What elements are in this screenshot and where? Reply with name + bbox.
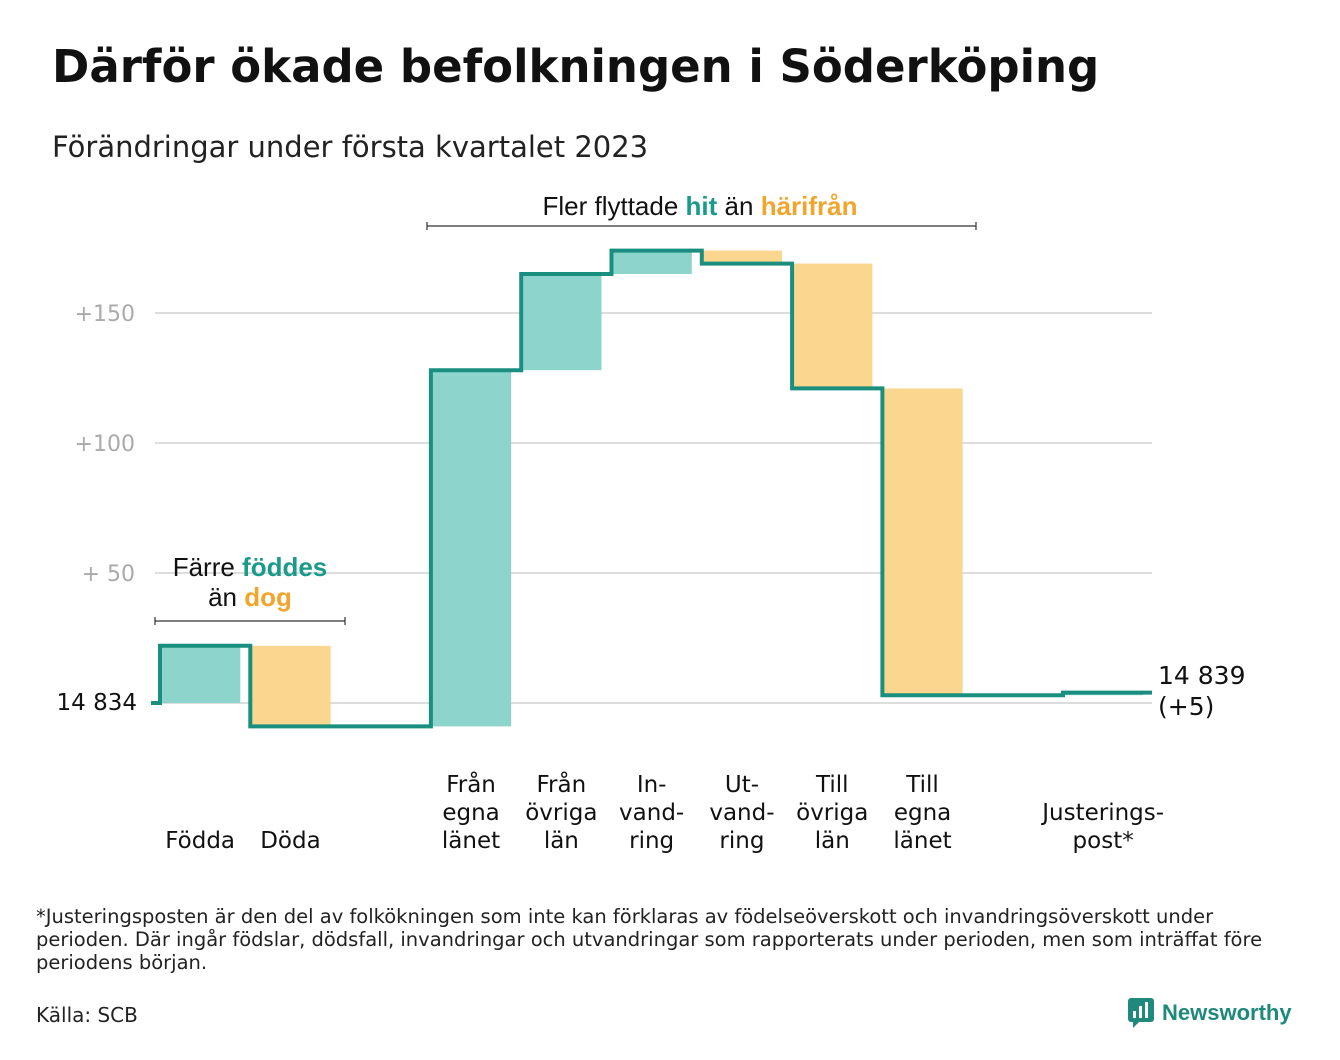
x-category-label-line: Till bbox=[905, 772, 939, 798]
births-annotation-line2: än bbox=[208, 582, 244, 612]
migration-annotation: Fler flyttade hit än härifrån bbox=[426, 191, 977, 230]
footnote: *Justeringsposten är den del av folkökni… bbox=[36, 905, 1263, 974]
y-tick-label: +150 bbox=[75, 302, 135, 327]
y-tick-label: + 50 bbox=[82, 562, 135, 587]
births-annotation-prefix: Färre bbox=[173, 552, 242, 582]
source-label: Källa: SCB bbox=[36, 1003, 138, 1027]
x-category-label: Till övriga län bbox=[796, 772, 868, 854]
y-axis-ticks: + 50 +100 +150 bbox=[75, 302, 135, 587]
migration-annotation-prefix: Fler flyttade bbox=[542, 191, 685, 221]
x-category-label: Till egna länet bbox=[893, 772, 951, 854]
increase-bar bbox=[611, 250, 692, 274]
decrease-bar bbox=[250, 645, 331, 727]
x-category-label: Födda bbox=[165, 828, 235, 854]
svg-text:än dog: än dog bbox=[208, 582, 292, 612]
x-category-label-line: vand- bbox=[619, 800, 684, 826]
increase-bar bbox=[160, 645, 241, 703]
brand-name: Newsworthy bbox=[1162, 1000, 1292, 1025]
increase-bar bbox=[521, 274, 602, 371]
end-change-label: (+5) bbox=[1158, 692, 1214, 721]
x-category-label-line: Till bbox=[815, 772, 849, 798]
x-category-label-line: In- bbox=[637, 772, 667, 798]
x-category-label-line: övriga bbox=[796, 800, 868, 826]
start-value-label: 14 834 bbox=[57, 690, 137, 716]
bars bbox=[160, 250, 1144, 727]
migration-annotation-middle: än bbox=[717, 191, 760, 221]
x-category-label-line: egna bbox=[894, 800, 951, 826]
end-value-label: 14 839 bbox=[1158, 661, 1245, 690]
births-annotation-orange: dog bbox=[244, 582, 292, 612]
x-category-label-line: ring bbox=[629, 828, 674, 854]
x-category-label-line: egna bbox=[442, 800, 499, 826]
decrease-bar bbox=[792, 263, 873, 389]
x-category-label-line: länet bbox=[442, 828, 500, 854]
svg-text:Färre föddes: Färre föddes bbox=[173, 552, 328, 582]
chart-subtitle: Förändringar under första kvartalet 2023 bbox=[52, 130, 649, 164]
migration-annotation-teal: hit bbox=[686, 191, 718, 221]
migration-annotation-orange: härifrån bbox=[761, 191, 858, 221]
births-annotation-teal: föddes bbox=[242, 552, 327, 582]
x-category-label-line: Ut- bbox=[725, 772, 759, 798]
x-category-label-line: Från bbox=[446, 770, 496, 798]
x-category-label: Justerings-post* bbox=[1040, 800, 1164, 854]
running-total-line bbox=[151, 248, 1152, 729]
x-category-label: In-vand-ring bbox=[619, 772, 684, 854]
x-category-label: Från övriga län bbox=[525, 770, 597, 854]
x-category-label-line: Födda bbox=[165, 828, 235, 854]
x-category-label-line: länet bbox=[893, 828, 951, 854]
svg-text:Fler flyttade hit än härifrån: Fler flyttade hit än härifrån bbox=[542, 191, 857, 221]
births-annotation: Färre föddes än dog bbox=[154, 552, 346, 625]
gridlines bbox=[155, 312, 1152, 704]
migration-bracket bbox=[426, 222, 977, 230]
brand-logo[interactable]: Newsworthy bbox=[1128, 998, 1292, 1028]
x-category-label-line: län bbox=[815, 828, 850, 854]
x-category-label-line: län bbox=[544, 828, 579, 854]
x-category-label-line: Justerings- bbox=[1040, 800, 1164, 826]
newsworthy-logo-icon bbox=[1128, 998, 1154, 1028]
births-bracket bbox=[154, 617, 346, 625]
x-category-label-line: Från bbox=[537, 770, 587, 798]
x-category-label: Döda bbox=[260, 828, 320, 854]
x-category-label: Ut-vand-ring bbox=[709, 772, 774, 854]
x-category-label-line: övriga bbox=[525, 800, 597, 826]
x-category-label-line: vand- bbox=[709, 800, 774, 826]
decrease-bar bbox=[701, 250, 783, 264]
x-category-label-line: ring bbox=[719, 828, 764, 854]
increase-bar bbox=[430, 370, 512, 727]
chart-title: Därför ökade befolkningen i Söderköping bbox=[52, 40, 1100, 93]
x-category-label-line: Döda bbox=[260, 828, 320, 854]
y-tick-label: +100 bbox=[75, 432, 135, 457]
decrease-bar bbox=[882, 388, 963, 696]
x-category-label-line: post* bbox=[1073, 828, 1134, 854]
x-category-label: Från egna länet bbox=[442, 770, 500, 854]
